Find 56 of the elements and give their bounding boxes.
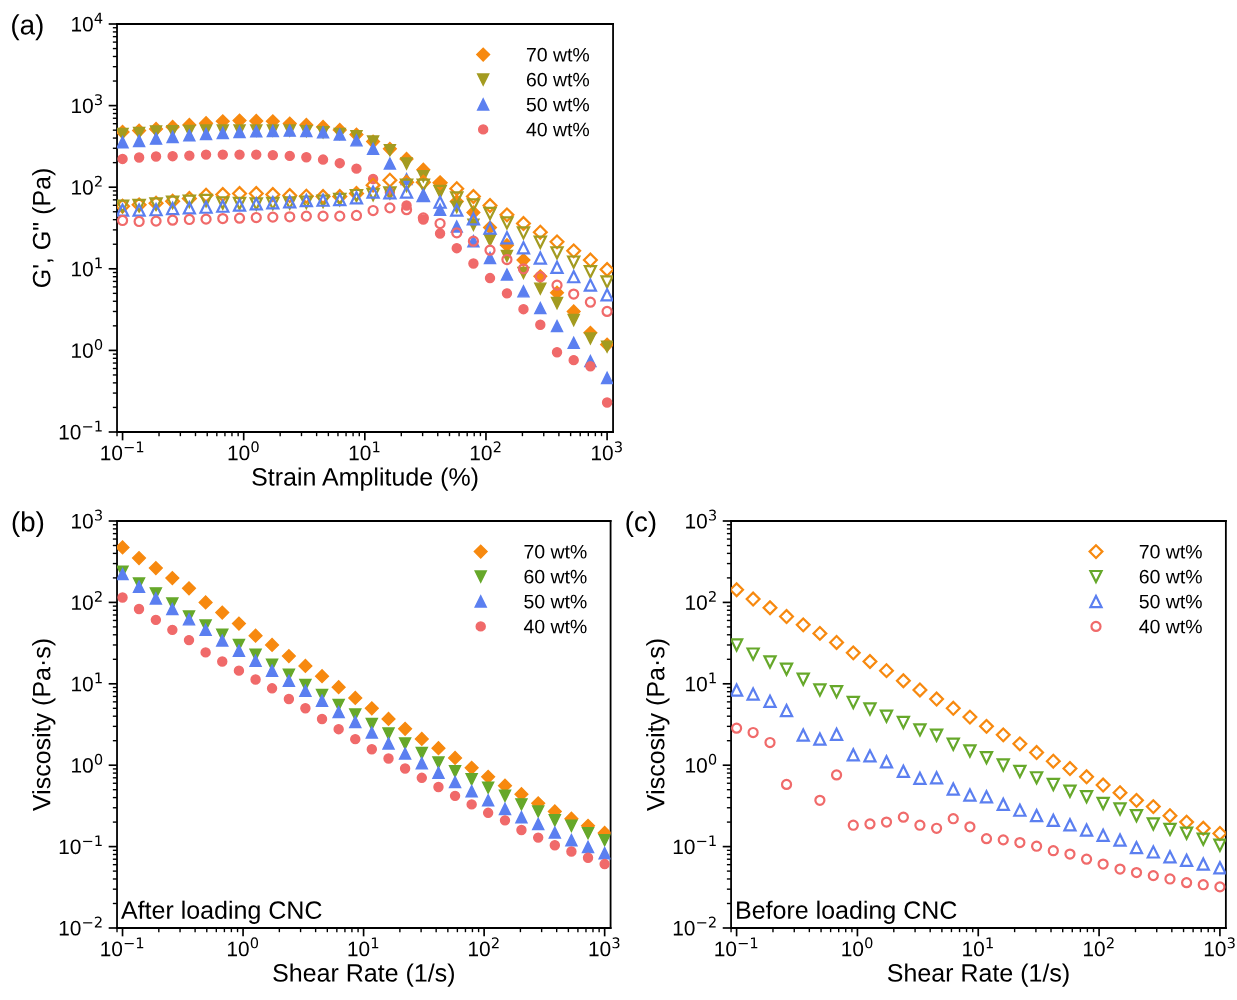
x-tick-label: 10$^{0}$: [227, 937, 259, 957]
y-tick-label: 10$^{2}$: [72, 590, 102, 610]
y-axis-title: G', G" (Pa): [32, 169, 56, 288]
y-tick-label: 10$^{3}$: [72, 94, 102, 114]
x-tick-label: 10$^{0}$: [228, 441, 259, 461]
x-tick-label: 10$^{3}$: [592, 441, 622, 461]
y-tick-label: 10$^{0}$: [686, 753, 717, 773]
annotation: After loading CNC: [121, 900, 322, 924]
legend-label: 50 wt%: [526, 97, 590, 112]
legend-label: 60 wt%: [526, 72, 590, 87]
y-axis-title: Viscosity (Pa·s): [646, 639, 670, 811]
y-tick-label: 10$^{4}$: [72, 12, 103, 32]
x-tick-label: 10$^{0}$: [842, 937, 873, 957]
x-tick-label: 10$^{1}$: [348, 937, 379, 957]
y-tick-label: 10$^{1}$: [72, 257, 102, 277]
y-tick-label: 10$^{2}$: [686, 590, 716, 610]
legend-label: 50 wt%: [524, 594, 587, 609]
y-tick-label: 10$^{−1}$: [59, 420, 102, 440]
y-tick-label: 10$^{−1}$: [59, 835, 102, 855]
y-tick-label: 10$^{1}$: [686, 672, 716, 692]
legend-label: 40 wt%: [1139, 619, 1202, 634]
y-axis-title: Viscosity (Pa·s): [32, 639, 56, 811]
x-tick-label: 10$^{−1}$: [101, 937, 144, 957]
legend-label: 60 wt%: [524, 569, 587, 584]
legend-label: 70 wt%: [526, 47, 590, 62]
y-tick-label: 10$^{1}$: [72, 672, 102, 692]
legend-label: 70 wt%: [1139, 544, 1202, 559]
x-tick-label: 10$^{2}$: [469, 937, 499, 957]
legend-label: 50 wt%: [1139, 594, 1202, 609]
x-tick-label: 10$^{3}$: [589, 937, 620, 957]
annotation: Before loading CNC: [737, 900, 957, 924]
legend-label: 60 wt%: [1139, 569, 1202, 584]
y-tick-label: 10$^{3}$: [686, 509, 717, 529]
y-tick-label: 10$^{−2}$: [59, 916, 102, 936]
chart-title: (b): [12, 511, 44, 538]
y-tick-label: 10$^{−2}$: [673, 916, 716, 936]
chart-title: (a): [12, 14, 43, 41]
x-axis-title: Strain Amplitude (%): [252, 467, 478, 491]
x-tick-label: 10$^{−1}$: [715, 937, 758, 957]
x-tick-label: 10$^{3}$: [1204, 937, 1235, 957]
legend-label: 40 wt%: [526, 122, 590, 137]
y-tick-label: 10$^{0}$: [72, 753, 103, 773]
y-tick-label: 10$^{−1}$: [673, 835, 716, 855]
x-axis-title: Shear Rate (1/s): [273, 963, 454, 987]
x-tick-label: 10$^{2}$: [1084, 937, 1114, 957]
x-tick-label: 10$^{1}$: [349, 441, 380, 461]
chart-title: (c): [626, 511, 656, 538]
x-tick-label: 10$^{1}$: [963, 937, 993, 957]
y-tick-label: 10$^{3}$: [72, 509, 102, 529]
x-tick-label: 10$^{2}$: [470, 441, 501, 461]
legend-label: 40 wt%: [523, 619, 587, 634]
y-tick-label: 10$^{2}$: [72, 175, 102, 195]
x-axis-title: Shear Rate (1/s): [887, 963, 1069, 987]
x-tick-label: 10$^{−1}$: [101, 441, 144, 461]
y-tick-label: 10$^{0}$: [72, 338, 103, 358]
legend-label: 70 wt%: [524, 544, 587, 559]
